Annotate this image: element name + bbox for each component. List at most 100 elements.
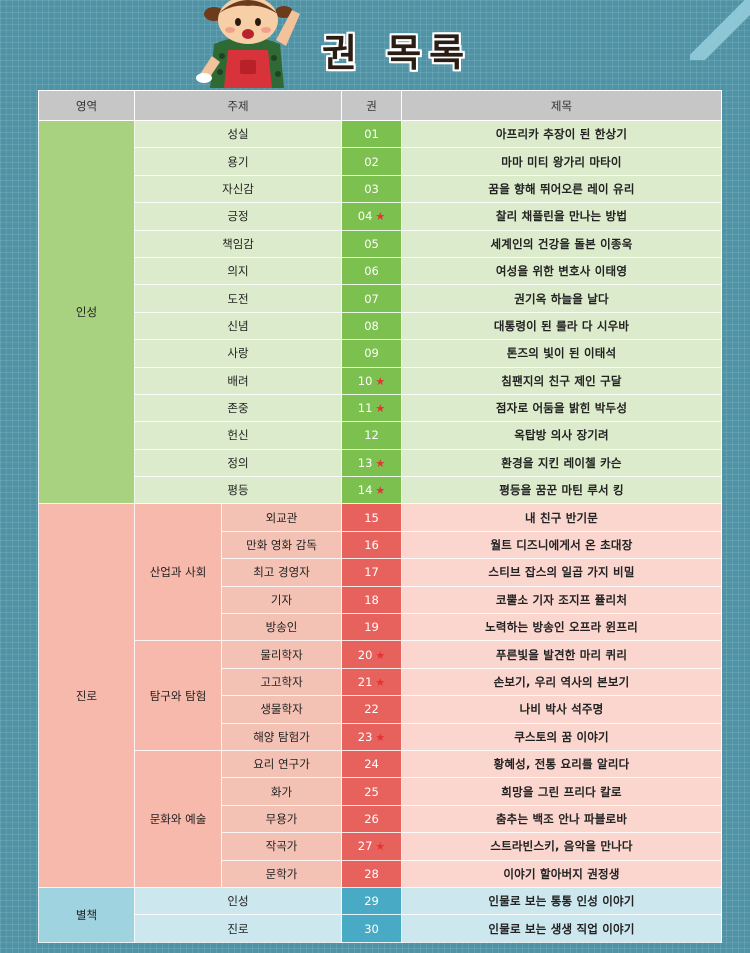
volume-number: 16 xyxy=(341,530,403,560)
volume-number-text: 27 xyxy=(357,839,373,854)
title-cell: 평등을 꿈꾼 마틴 루서 킹 xyxy=(401,476,723,505)
topic-group-cell: 문화와 예술 xyxy=(134,749,222,888)
volume-number: 19 xyxy=(341,613,403,642)
title-cell: 마마 미티 왕가리 마타이 xyxy=(401,147,723,176)
volume-number: 21 ★ xyxy=(341,667,403,697)
job-cell: 요리 연구가 xyxy=(220,749,343,779)
volume-number: 22 xyxy=(341,695,403,724)
volume-number-text: 17 xyxy=(364,565,379,580)
table-row: 생물학자 22 나비 박사 석주명 xyxy=(39,695,723,724)
title-cell: 침팬지의 친구 제인 구달 xyxy=(401,366,723,395)
job-cell: 물리학자 xyxy=(220,640,343,669)
volume-number-text: 04 xyxy=(357,209,373,224)
corner-ribbon xyxy=(690,0,750,60)
star-icon: ★ xyxy=(375,210,386,224)
job-cell: 기자 xyxy=(220,585,343,615)
topic-cell: 성실 xyxy=(133,119,343,149)
topic-cell: 존중 xyxy=(133,393,343,423)
volume-number: 26 xyxy=(341,804,403,834)
volume-number-text: 01 xyxy=(364,127,379,142)
volume-number: 08 xyxy=(341,311,403,341)
volume-number-text: 24 xyxy=(364,757,379,772)
header-area: 영역 xyxy=(38,90,135,121)
title-cell: 옥탑방 의사 장기려 xyxy=(401,421,723,450)
volume-number: 29 xyxy=(341,886,403,916)
title-cell: 춤추는 백조 안나 파블로바 xyxy=(401,804,723,834)
volume-number: 28 xyxy=(341,859,403,888)
volume-number-text: 12 xyxy=(364,428,379,443)
volume-number: 04 ★ xyxy=(341,202,403,231)
topic-cell: 책임감 xyxy=(133,229,343,258)
table-row: 인성 성실 01 아프리카 추장이 된 한상기 xyxy=(38,119,723,505)
table-row: 진로 30 인물로 보는 생생 직업 이야기 xyxy=(39,914,723,943)
topic-cell: 배려 xyxy=(133,366,343,395)
volume-number: 03 xyxy=(341,174,403,204)
volume-number-text: 07 xyxy=(364,291,379,306)
title-cell: 월트 디즈니에게서 온 초대장 xyxy=(401,530,723,560)
table-row: 책임감 05 세계인의 건강을 돌본 이종욱 xyxy=(39,229,723,258)
topic-cell: 용기 xyxy=(133,147,343,176)
volume-number: 05 xyxy=(341,229,403,258)
title-cell: 이야기 할아버지 권정생 xyxy=(401,859,723,888)
volume-number-text: 11 xyxy=(357,401,373,416)
volume-number: 17 xyxy=(341,558,403,587)
volume-number: 06 xyxy=(341,256,403,286)
table-row: 정의 13 ★ 환경을 지킨 레이첼 카슨 xyxy=(39,448,723,478)
header-topic: 주제 xyxy=(133,90,343,121)
title-cell: 황혜성, 전통 요리를 알리다 xyxy=(401,749,723,779)
table-row: 작곡가 27 ★ 스트라빈스키, 음악을 만나다 xyxy=(39,832,723,861)
title-cell: 내 친구 반기문 xyxy=(401,503,723,532)
title-cell: 아프리카 추장이 된 한상기 xyxy=(401,119,723,149)
table-body: 인성 성실 01 아프리카 추장이 된 한상기 용기 02 마마 미티 왕가리 마타이 자신감… xyxy=(38,119,723,943)
volume-number-text: 21 xyxy=(357,675,373,689)
job-cell: 무용가 xyxy=(220,804,343,834)
volume-number: 09 xyxy=(341,339,403,368)
title-cell: 희망을 그린 프리다 칼로 xyxy=(401,777,723,806)
title-cell: 톤즈의 빛이 된 이태석 xyxy=(401,339,723,368)
job-cell: 만화 영화 감독 xyxy=(220,530,343,560)
job-cell: 외교관 xyxy=(220,503,343,532)
title-cell: 인물로 보는 생생 직업 이야기 xyxy=(401,914,723,943)
table-row: 방송인 19 노력하는 방송인 오프라 윈프리 xyxy=(39,613,723,642)
job-cell: 화가 xyxy=(220,777,343,806)
volume-number: 14 ★ xyxy=(341,476,403,505)
topic-cell: 평등 xyxy=(133,476,343,505)
volume-number: 10 ★ xyxy=(341,366,403,395)
volume-number-text: 10 xyxy=(357,373,373,388)
topic-group-cell: 산업과 사회 xyxy=(134,503,222,642)
table-row: 탐구와 탐험 물리학자 20 ★ 푸른빛을 발견한 마리 퀴리 xyxy=(39,640,723,751)
volume-number-text: 18 xyxy=(364,592,379,607)
header-title: 제목 xyxy=(401,90,723,121)
table-header-row: 영역 주제 권 제목 xyxy=(38,90,723,121)
topic-cell: 긍정 xyxy=(133,202,343,231)
topic-cell: 정의 xyxy=(133,448,343,478)
volume-number: 15 xyxy=(341,503,403,532)
title-cell: 환경을 지킨 레이첼 카슨 xyxy=(401,448,723,478)
star-icon: ★ xyxy=(375,676,386,689)
title-cell: 찰리 채플린을 만나는 방법 xyxy=(401,202,723,231)
title-cell: 나비 박사 석주명 xyxy=(401,695,723,724)
table-row: 해양 탐험가 23 ★ 쿠스토의 꿈 이야기 xyxy=(39,722,723,751)
topic-cell: 인성 xyxy=(133,886,343,916)
volume-number: 24 xyxy=(341,749,403,779)
volume-number-text: 08 xyxy=(364,318,379,333)
title-cell: 꿈을 향해 뛰어오른 레이 유리 xyxy=(401,174,723,204)
volume-number: 07 xyxy=(341,284,403,313)
table-row: 배려 10 ★ 침팬지의 친구 제인 구달 xyxy=(39,366,723,395)
table-row: 평등 14 ★ 평등을 꿈꾼 마틴 루서 킹 xyxy=(39,476,723,505)
area-cell-insung: 인성 xyxy=(38,119,135,505)
title-cell: 대통령이 된 룰라 다 시우바 xyxy=(401,311,723,341)
volume-number: 27 ★ xyxy=(341,832,403,861)
topic-cell: 자신감 xyxy=(133,174,343,204)
volume-number-text: 05 xyxy=(364,236,379,251)
table-row: 화가 25 희망을 그린 프리다 칼로 xyxy=(39,777,723,806)
job-cell: 방송인 xyxy=(220,613,343,642)
volume-number: 20 ★ xyxy=(341,640,403,669)
table-row: 진로 산업과 사회 외교관 15 내 친구 반기문 xyxy=(38,503,723,888)
topic-cell: 진로 xyxy=(133,914,343,943)
volume-number-text: 13 xyxy=(357,455,373,470)
star-icon: ★ xyxy=(375,402,386,416)
star-icon: ★ xyxy=(375,840,386,854)
job-cell: 최고 경영자 xyxy=(220,558,343,587)
job-cell: 고고학자 xyxy=(220,667,343,697)
